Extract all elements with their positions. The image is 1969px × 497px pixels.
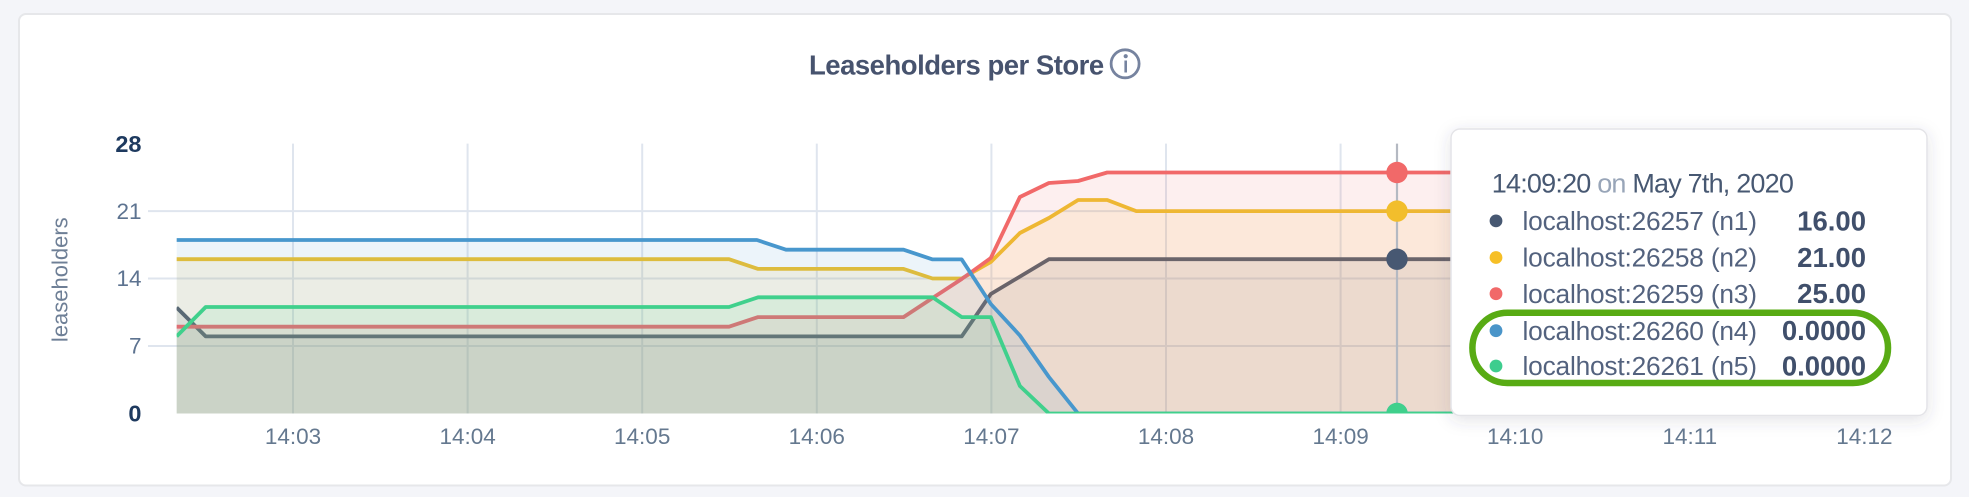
svg-text:14:09:20 on May 7th, 2020: 14:09:20 on May 7th, 2020 xyxy=(1492,169,1793,199)
svg-text:localhost:26259 (n3): localhost:26259 (n3) xyxy=(1523,279,1757,309)
svg-text:14:10: 14:10 xyxy=(1487,424,1543,449)
svg-text:14:12: 14:12 xyxy=(1836,424,1892,449)
svg-text:14:06: 14:06 xyxy=(789,424,845,449)
svg-text:localhost:26260 (n4): localhost:26260 (n4) xyxy=(1523,316,1757,346)
svg-text:28: 28 xyxy=(115,131,141,157)
svg-text:Leaseholders per Store: Leaseholders per Store xyxy=(809,50,1104,81)
svg-text:localhost:26258 (n2): localhost:26258 (n2) xyxy=(1523,243,1757,273)
svg-text:25.00: 25.00 xyxy=(1797,278,1866,309)
svg-text:0.0000: 0.0000 xyxy=(1782,315,1866,346)
svg-text:14:03: 14:03 xyxy=(265,424,321,449)
svg-text:14:04: 14:04 xyxy=(439,424,495,449)
svg-text:16.00: 16.00 xyxy=(1797,205,1866,236)
svg-text:localhost:26261 (n5): localhost:26261 (n5) xyxy=(1523,351,1757,381)
svg-text:14:08: 14:08 xyxy=(1138,424,1194,449)
svg-text:0: 0 xyxy=(128,401,141,427)
svg-text:21: 21 xyxy=(116,199,141,224)
svg-text:14:09: 14:09 xyxy=(1312,424,1368,449)
svg-text:14:07: 14:07 xyxy=(963,424,1019,449)
svg-text:localhost:26257 (n1): localhost:26257 (n1) xyxy=(1523,206,1757,236)
svg-text:0.0000: 0.0000 xyxy=(1782,351,1866,382)
svg-text:14:05: 14:05 xyxy=(614,424,670,449)
svg-text:leaseholders: leaseholders xyxy=(47,217,72,342)
svg-text:21.00: 21.00 xyxy=(1797,242,1866,273)
svg-text:14:11: 14:11 xyxy=(1662,424,1717,449)
svg-text:7: 7 xyxy=(129,334,142,359)
svg-text:14: 14 xyxy=(116,266,141,291)
